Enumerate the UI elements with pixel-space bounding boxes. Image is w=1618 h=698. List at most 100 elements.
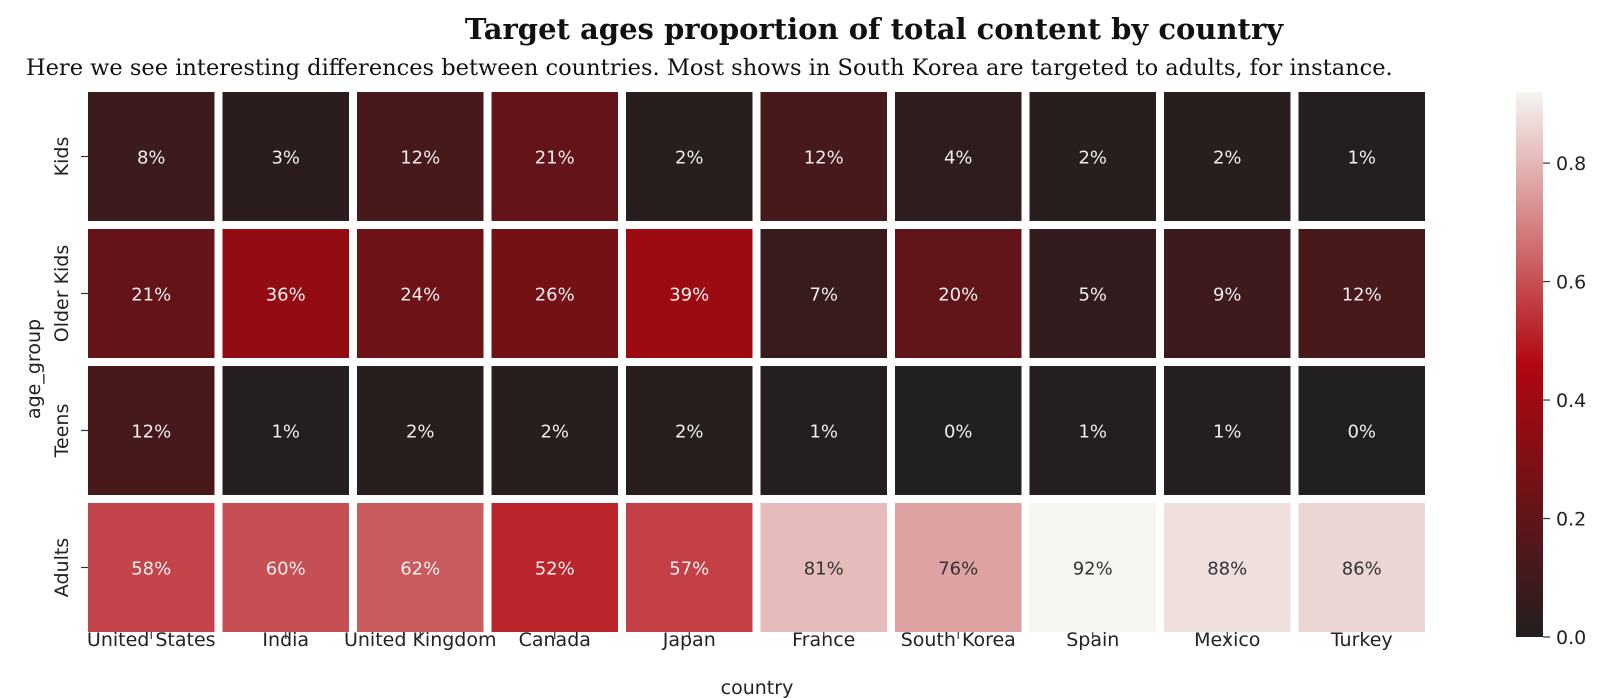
heatmap-cell — [491, 503, 618, 632]
heatmap-cell — [1298, 503, 1425, 632]
cell-label: 57% — [669, 559, 709, 580]
heatmap-cell — [895, 92, 1022, 221]
heatmap-cell — [626, 366, 753, 495]
cell-label: 1% — [809, 422, 838, 443]
x-tick-label: Spain — [1066, 629, 1119, 651]
cell-label: 21% — [535, 148, 575, 169]
colorbar-tick-label: 0.6 — [1556, 272, 1586, 294]
cell-label: 2% — [1213, 148, 1242, 169]
cell-label: 3% — [271, 148, 300, 169]
cell-label: 2% — [1078, 148, 1107, 169]
cell-label: 76% — [938, 559, 978, 580]
cell-label: 2% — [406, 422, 435, 443]
cell-label: 2% — [675, 422, 704, 443]
cell-label: 1% — [271, 422, 300, 443]
cell-label: 4% — [944, 148, 973, 169]
heatmap-cell — [626, 92, 753, 221]
y-axis-label: age_group — [23, 319, 45, 419]
x-tick-label: France — [792, 629, 855, 651]
x-tick-label: United Kingdom — [344, 629, 497, 651]
heatmap-cell — [895, 366, 1022, 495]
x-tick-label: South Korea — [901, 629, 1016, 651]
heatmap-cell — [222, 503, 349, 632]
heatmap-cell — [491, 229, 618, 358]
colorbar-tick-label: 0.2 — [1556, 509, 1586, 531]
heatmap-cell — [222, 92, 349, 221]
heatmap-cell — [1164, 92, 1291, 221]
x-tick-label: Turkey — [1330, 629, 1393, 651]
x-axis-label: country — [721, 677, 794, 698]
x-tick-label: Japan — [662, 629, 716, 651]
heatmap-cell — [357, 229, 484, 358]
heatmap-cell — [222, 366, 349, 495]
cell-label: 9% — [1213, 285, 1242, 306]
y-tick-label: Adults — [51, 538, 73, 597]
heatmap-cell — [88, 92, 215, 221]
cell-label: 8% — [137, 148, 166, 169]
chart-subtitle: Here we see interesting differences betw… — [26, 55, 1393, 81]
cell-label: 12% — [804, 148, 844, 169]
cell-label: 62% — [400, 559, 440, 580]
cell-label: 1% — [1347, 148, 1376, 169]
heatmap-cell — [1164, 366, 1291, 495]
cell-label: 36% — [266, 285, 306, 306]
colorbar-tick-label: 0.0 — [1556, 627, 1586, 649]
heatmap-cell — [1298, 92, 1425, 221]
heatmap-cell — [760, 366, 887, 495]
cell-label: 24% — [400, 285, 440, 306]
cell-label: 2% — [540, 422, 569, 443]
heatmap-cell — [88, 366, 215, 495]
colorbar-gradient — [1516, 92, 1543, 637]
y-tick-label: Kids — [51, 137, 73, 177]
heatmap-cell — [1029, 92, 1156, 221]
x-tick-label: India — [262, 629, 309, 651]
heatmap-cell — [1029, 503, 1156, 632]
heatmap-cell — [1029, 229, 1156, 358]
cell-label: 92% — [1073, 559, 1113, 580]
heatmap-cell — [760, 92, 887, 221]
heatmap-cell — [760, 503, 887, 632]
y-tick-label: Teens — [51, 404, 73, 459]
cell-label: 5% — [1078, 285, 1107, 306]
heatmap-cell — [626, 229, 753, 358]
cell-label: 7% — [809, 285, 838, 306]
heatmap-cell — [357, 92, 484, 221]
heatmap-cell — [1164, 503, 1291, 632]
cell-label: 21% — [131, 285, 171, 306]
cell-label: 1% — [1213, 422, 1242, 443]
cell-label: 0% — [944, 422, 973, 443]
heatmap-cells: 8% 3% 12% 21% 2% 12% 4% 2% 2% 1% 21% 36% 24% 26% 39% 7%… — [88, 92, 1425, 632]
cell-label: 88% — [1207, 559, 1247, 580]
y-axis: Kids Older Kids Teens Adults — [51, 137, 88, 597]
heatmap-cell — [357, 503, 484, 632]
chart-title: Target ages proportion of total content … — [464, 12, 1284, 46]
heatmap-cell — [1298, 229, 1425, 358]
colorbar: 0.0 0.2 0.4 0.6 0.8 — [1516, 92, 1586, 649]
heatmap-cell — [88, 229, 215, 358]
colorbar-tick-label: 0.8 — [1556, 153, 1586, 175]
x-axis: United States India United Kingdom Canada Ja… — [87, 629, 1393, 651]
heatmap-cell — [895, 229, 1022, 358]
cell-label: 20% — [938, 285, 978, 306]
cell-label: 52% — [535, 559, 575, 580]
colorbar-tick-label: 0.4 — [1556, 390, 1586, 412]
cell-label: 12% — [400, 148, 440, 169]
heatmap-cell — [357, 366, 484, 495]
x-tick-label: Canada — [519, 629, 591, 651]
heatmap-cell — [88, 503, 215, 632]
cell-label: 2% — [675, 148, 704, 169]
cell-label: 39% — [669, 285, 709, 306]
cell-label: 12% — [131, 422, 171, 443]
heatmap-cell — [491, 92, 618, 221]
heatmap-cell — [491, 366, 618, 495]
cell-label: 60% — [266, 559, 306, 580]
y-tick-label: Older Kids — [51, 245, 73, 343]
heatmap-cell — [626, 503, 753, 632]
cell-label: 26% — [535, 285, 575, 306]
cell-label: 1% — [1078, 422, 1107, 443]
x-tick-label: United States — [87, 629, 216, 651]
cell-label: 81% — [804, 559, 844, 580]
cell-label: 0% — [1347, 422, 1376, 443]
heatmap-cell — [895, 503, 1022, 632]
